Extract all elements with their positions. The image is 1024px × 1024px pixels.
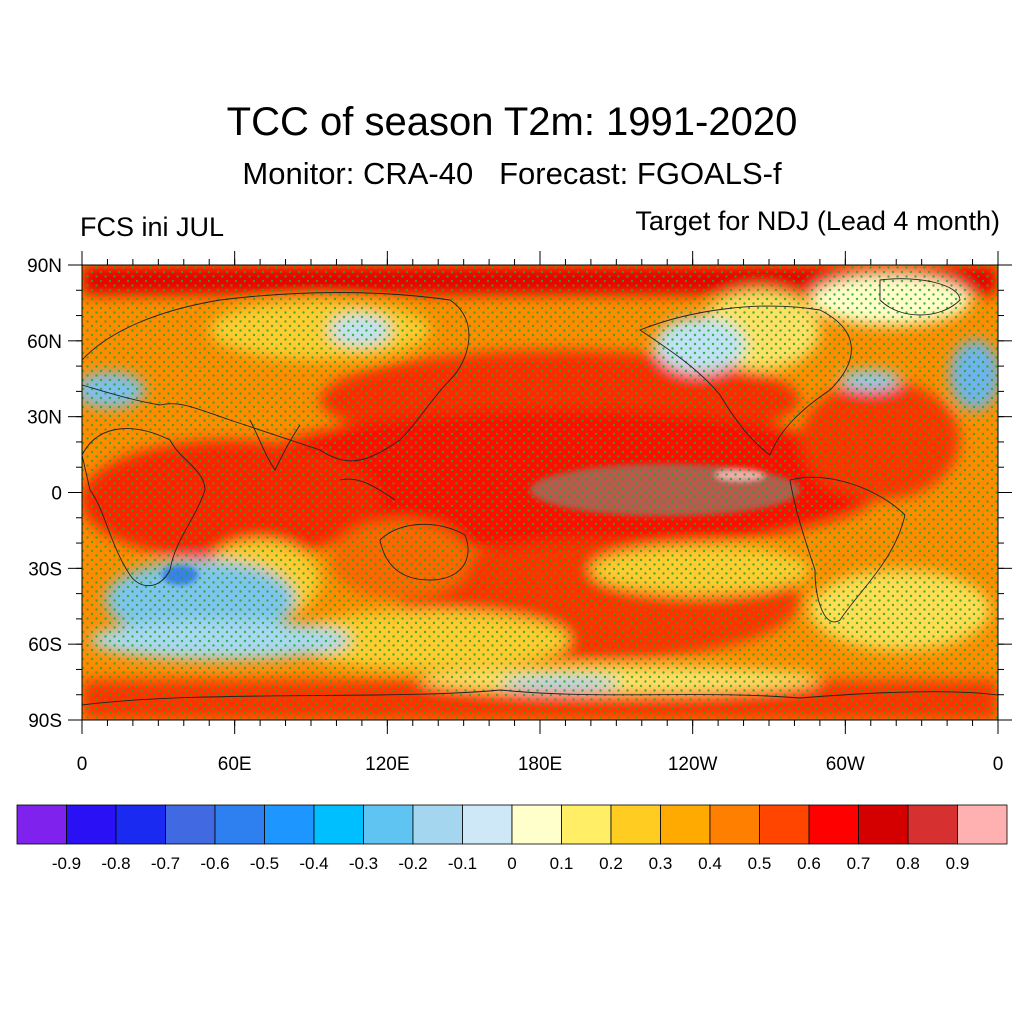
colorbar-swatch bbox=[610, 804, 661, 845]
lon-label: 180E bbox=[518, 754, 562, 775]
colorbar-swatch bbox=[412, 804, 463, 845]
colorbar-swatch bbox=[165, 804, 216, 845]
colorbar-swatch bbox=[759, 804, 810, 845]
right-string: Target for NDJ (Lead 4 month) bbox=[635, 206, 1000, 236]
colorbar-swatch bbox=[363, 804, 414, 845]
colorbar-label: 0 bbox=[507, 854, 516, 873]
colorbar-label: 0.3 bbox=[649, 854, 673, 873]
colorbar-label: -0.4 bbox=[299, 854, 328, 873]
colorbar-label: 0.8 bbox=[896, 854, 920, 873]
colorbar-label: 0.1 bbox=[550, 854, 574, 873]
colorbar-swatch bbox=[66, 804, 117, 845]
colorbar-swatch bbox=[907, 804, 958, 845]
colorbar-label: -0.2 bbox=[398, 854, 427, 873]
colorbar-swatch bbox=[16, 804, 67, 845]
map-field bbox=[82, 265, 998, 720]
colorbar-label: 0.2 bbox=[599, 854, 623, 873]
colorbar-swatch bbox=[660, 804, 711, 845]
plot-subtitle: Monitor: CRA-40 Forecast: FGOALS-f bbox=[242, 156, 782, 191]
lat-label: 90S bbox=[28, 711, 62, 732]
lon-label: 0 bbox=[77, 754, 88, 775]
colorbar-swatch bbox=[462, 804, 513, 845]
colorbar-swatch bbox=[115, 804, 166, 845]
coastlines bbox=[82, 278, 998, 706]
colorbar-swatch bbox=[957, 804, 1008, 845]
lon-label: 120E bbox=[365, 754, 409, 775]
colorbar-swatch bbox=[264, 804, 315, 845]
lon-label: 60E bbox=[218, 754, 252, 775]
colorbar-swatch bbox=[313, 804, 364, 845]
colorbar-label: -0.1 bbox=[448, 854, 477, 873]
lat-label: 0 bbox=[51, 484, 62, 505]
lon-label: 0 bbox=[993, 754, 1004, 775]
colorbar-swatch bbox=[511, 804, 562, 845]
colorbar-swatch bbox=[214, 804, 265, 845]
lat-label: 60S bbox=[28, 635, 62, 656]
colorbar-swatch bbox=[858, 804, 909, 845]
colorbar-label: 0.6 bbox=[797, 854, 821, 873]
colorbar-swatch bbox=[561, 804, 612, 845]
colorbar-label: 0.4 bbox=[698, 854, 722, 873]
colorbar-label: -0.5 bbox=[250, 854, 279, 873]
colorbar-label: -0.7 bbox=[151, 854, 180, 873]
lon-label: 60W bbox=[826, 754, 865, 775]
colorbar-label: -0.9 bbox=[52, 854, 81, 873]
colorbar-label: 0.9 bbox=[946, 854, 970, 873]
colorbar-label: -0.8 bbox=[101, 854, 130, 873]
colorbar-label: -0.3 bbox=[349, 854, 378, 873]
colorbar-swatch bbox=[808, 804, 859, 845]
colorbar-label: 0.5 bbox=[748, 854, 772, 873]
lat-label: 30S bbox=[28, 559, 62, 580]
colorbar-label: -0.6 bbox=[200, 854, 229, 873]
lat-label: 90N bbox=[27, 256, 62, 277]
lat-label: 30N bbox=[27, 408, 62, 429]
lon-label: 120W bbox=[668, 754, 718, 775]
colorbar-label: 0.7 bbox=[847, 854, 871, 873]
plot-title: TCC of season T2m: 1991-2020 bbox=[226, 100, 798, 144]
lat-label: 60N bbox=[27, 332, 62, 353]
colorbar-swatch bbox=[709, 804, 760, 845]
left-string: FCS ini JUL bbox=[80, 212, 225, 242]
